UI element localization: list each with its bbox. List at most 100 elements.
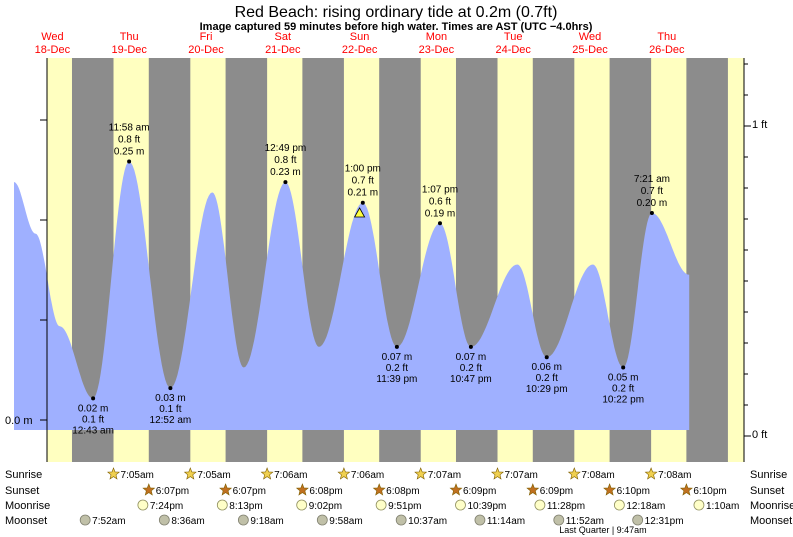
moonset-icon [553,514,565,526]
axes: 0.0 m 1 ft 0 ft [5,58,767,462]
astronomy-table: Sunrise Sunrise Sunset Sunset Moonrise Moonri… [5,467,793,535]
sunrise-time: 7:05am [121,470,154,481]
low-tide-point [394,344,399,349]
high-tide-metres: 0.19 m [425,208,456,219]
date-header-day: Wed [579,31,601,43]
low-tide-metres: 0.07 m [456,352,487,363]
date-header-date: 20-Dec [188,44,224,56]
sunrise-icon [491,467,504,480]
sunrise-icon [644,467,658,480]
left-axis-zero-label: 0.0 m [5,415,33,427]
sunrise-time: 7:07am [505,470,538,481]
sunset-icon [679,483,693,496]
low-tide-point [168,386,173,391]
sunset-icon [295,483,309,496]
low-tide-metres: 0.02 m [78,403,109,414]
sunset-icon [526,483,540,496]
moonset-time: 9:18am [250,516,283,527]
chart-subtitle: Image captured 59 minutes before high wa… [200,21,593,33]
high-tide-metres: 0.21 m [348,188,379,199]
date-header-day: Tue [504,31,523,43]
high-tide-feet: 0.8 ft [274,155,296,166]
moonset-label-left: Moonset [5,515,47,527]
moonrise-icon [296,499,308,511]
high-tide-time: 12:49 pm [265,143,307,154]
low-tide-feet: 0.2 ft [386,363,408,374]
high-tide-point [360,200,365,205]
high-tide-metres: 0.20 m [637,198,668,209]
low-tide-metres: 0.06 m [531,362,562,373]
sunrise-time: 7:06am [274,470,307,481]
low-tide-time: 10:29 pm [526,384,568,395]
sunrise-icon [337,467,351,480]
moonset-label-right: Moonset [750,515,792,527]
high-tide-point [437,221,442,226]
high-tide-time: 1:07 pm [422,184,458,195]
high-tide-feet: 0.6 ft [429,196,451,207]
sunrise-time: 7:06am [351,470,384,481]
date-headers: Wed18-DecThu19-DecFri20-DecSat21-DecSun2… [35,31,685,56]
high-tide-point [649,211,654,215]
date-header-day: Mon [426,31,447,43]
low-tide-point [91,396,96,401]
moonrise-icon [375,499,387,511]
date-header-date: 21-Dec [265,44,301,56]
sunset-icon [372,483,386,496]
sunset-time: 6:10pm [693,486,726,497]
sunrise-icon [567,467,581,480]
night-band [686,58,728,462]
sunset-time: 6:09pm [463,486,496,497]
high-tide-feet: 0.7 ft [641,186,663,197]
moon-phase: Last Quarter | 9:47am [559,525,646,535]
tide-curve [14,161,690,430]
date-header-day: Thu [657,31,676,43]
sunset-icon [219,483,233,496]
moonrise-time: 1:10am [706,501,739,512]
sunrise-time: 7:08am [658,470,691,481]
low-tide-time: 10:47 pm [450,374,492,385]
moonrise-icon [613,499,625,511]
sunrise-label-left: Sunrise [5,469,42,481]
high-tide-feet: 0.7 ft [352,176,374,187]
low-tide-feet: 0.2 ft [460,363,482,374]
moonset-time: 11:14am [487,516,525,527]
date-header-date: 19-Dec [111,44,147,56]
chart-title: Red Beach: rising ordinary tide at 0.2m … [235,4,558,21]
date-header-date: 18-Dec [35,44,71,56]
moonset-time: 9:58am [329,516,362,527]
date-header-day: Fri [200,31,213,43]
sunrise-time: 7:05am [197,470,230,481]
moonrise-time: 11:28pm [547,501,585,512]
sunset-time: 6:07pm [156,486,189,497]
high-tide-metres: 0.23 m [270,167,301,178]
low-tide-feet: 0.1 ft [159,404,181,415]
sunset-time: 6:08pm [386,486,419,497]
low-tide-time: 11:39 pm [376,374,417,385]
moonset-icon [632,514,644,526]
moonset-icon [395,514,407,526]
date-header-date: 25-Dec [572,44,608,56]
sunrise-label-right: Sunrise [750,469,787,481]
high-tide-time: 11:58 am [109,123,150,134]
sunrise-time: 7:08am [581,470,614,481]
moonrise-time: 8:13pm [229,501,262,512]
date-header-day: Sat [275,31,292,43]
right-axis-0ft-label: 0 ft [752,429,767,441]
high-tide-time: 1:00 pm [345,164,381,175]
moonset-icon [79,514,91,526]
sunrise-icon [107,467,120,480]
moonrise-time: 9:51pm [388,501,421,512]
high-tide-point [127,159,132,164]
moonrise-time: 12:18am [626,501,665,512]
high-tide-time: 7:21 am [634,174,670,185]
low-tide-time: 12:43 am [72,425,114,436]
low-tide-feet: 0.1 ft [82,414,104,425]
right-axis-1ft-label: 1 ft [752,119,767,131]
sunset-icon [449,483,463,496]
moonset-icon [474,514,486,526]
low-tide-point [544,355,549,360]
sunrise-icon [260,467,274,480]
sunrise-time: 7:07am [428,470,461,481]
moonrise-time: 7:24pm [150,501,183,512]
